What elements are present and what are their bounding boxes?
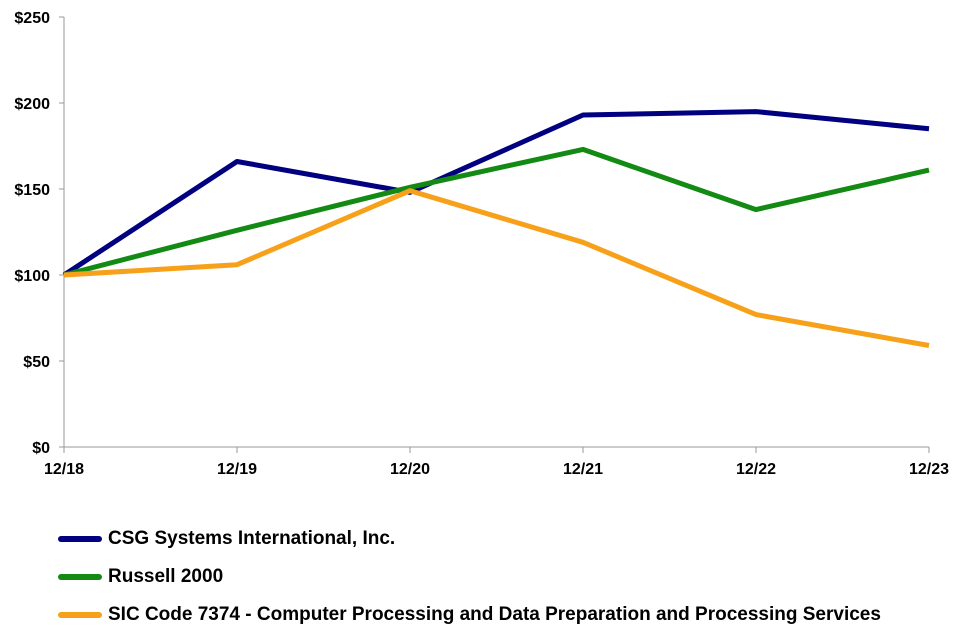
legend-swatch (58, 574, 102, 580)
legend-item: SIC Code 7374 - Computer Processing and … (58, 596, 881, 634)
axes: $0 $50 $100 $150 $200 $250 12/18 12/19 12/20 12/2… (14, 10, 949, 478)
y-tick-label: $250 (14, 10, 50, 27)
series-line-2 (63, 146, 930, 278)
x-tick-label: 12/20 (390, 461, 430, 478)
legend-swatch (58, 536, 102, 542)
legend-label: Russell 2000 (108, 566, 224, 587)
series-line-1 (62, 109, 930, 278)
legend-swatch (58, 612, 102, 618)
x-tick-label: 12/19 (217, 461, 257, 478)
y-tick-label: $200 (14, 96, 50, 113)
y-tick-label: $50 (23, 354, 50, 371)
x-tick-label: 12/18 (44, 461, 84, 478)
legend-label: SIC Code 7374 - Computer Processing and … (108, 604, 881, 625)
series-line-3 (63, 188, 930, 348)
x-tick-label: 12/21 (563, 461, 603, 478)
series-lines (62, 109, 930, 348)
legend-item: CSG Systems International, Inc. (58, 520, 881, 558)
legend-item: Russell 2000 (58, 558, 881, 596)
legend-label: CSG Systems International, Inc. (108, 528, 396, 549)
x-tick-label: 12/22 (736, 461, 776, 478)
y-tick-label: $100 (14, 268, 50, 285)
y-tick-label: $0 (32, 440, 50, 457)
legend: CSG Systems International, Inc. Russell 2… (58, 520, 881, 634)
x-tick-label: 12/23 (909, 461, 949, 478)
y-tick-label: $150 (14, 182, 50, 199)
